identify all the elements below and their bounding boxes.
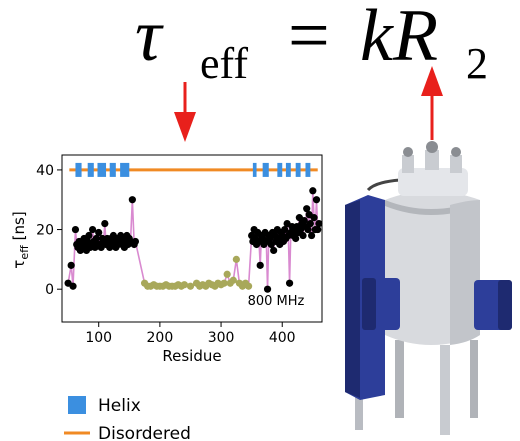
helix-block <box>262 162 269 177</box>
nmr-magnet <box>345 141 512 435</box>
arrow-up <box>421 66 443 140</box>
data-point <box>309 187 317 195</box>
data-point <box>131 237 140 246</box>
helix-block <box>305 162 311 177</box>
x-tick-label: 100 <box>85 330 112 346</box>
x-tick-label: 300 <box>208 330 235 346</box>
equation-equals: = <box>288 0 330 77</box>
y-axis-label: τeff [ns] <box>10 211 31 268</box>
legend-helix-swatch <box>68 396 86 414</box>
data-point <box>263 285 272 293</box>
equation-lhs: τ <box>135 0 164 77</box>
data-point <box>220 279 228 287</box>
y-label-unit: [ns] <box>10 211 28 240</box>
annotation: 800 MHz <box>248 294 305 309</box>
data-point <box>314 225 322 234</box>
data-point <box>270 246 278 255</box>
data-point <box>128 196 136 204</box>
data-point <box>232 255 240 263</box>
equation-rhs-sub: 2 <box>466 39 488 88</box>
data-point <box>88 225 97 234</box>
equation-rhs: kR <box>360 0 438 77</box>
helix-block <box>87 162 94 177</box>
data-point <box>92 234 100 243</box>
data-point <box>180 281 188 289</box>
data-point <box>312 196 321 204</box>
data-point <box>306 219 314 228</box>
y-label-sub: eff <box>18 245 31 260</box>
data-point <box>186 282 195 290</box>
plot-frame <box>61 154 323 323</box>
legend-helix-label: Helix <box>98 396 141 416</box>
helix-block <box>252 162 257 177</box>
y-tick-label: 40 <box>36 163 54 179</box>
x-axis-label: Residue <box>162 347 221 365</box>
data-point <box>300 217 308 225</box>
data-point <box>299 231 307 240</box>
y-tick-label: 0 <box>45 282 54 298</box>
data-point <box>292 234 300 243</box>
helix-block <box>75 162 82 177</box>
data-point <box>303 205 311 213</box>
helix-block <box>285 162 291 177</box>
arrow-down <box>174 82 196 142</box>
data-point <box>304 225 312 234</box>
data-point <box>223 270 231 278</box>
data-point <box>256 261 264 269</box>
data-point <box>315 219 323 228</box>
data-point <box>101 219 109 228</box>
helix-block <box>109 162 116 177</box>
data-point <box>310 214 318 222</box>
helix-block <box>120 162 130 177</box>
equation-lhs-sub: eff <box>200 39 248 88</box>
data-point <box>67 261 75 269</box>
data-point <box>308 231 316 240</box>
data-point <box>95 228 103 237</box>
data-point <box>281 225 289 234</box>
data-point <box>69 282 77 290</box>
y-label-symbol: τ <box>10 260 28 269</box>
x-tick-label: 400 <box>269 330 296 346</box>
y-tick-label: 20 <box>36 223 54 239</box>
legend-disordered-label: Disordered <box>98 424 191 441</box>
helix-block <box>295 162 301 177</box>
x-tick-label: 200 <box>147 330 174 346</box>
data-point <box>244 282 253 290</box>
helix-block <box>277 162 283 177</box>
data-point <box>71 225 80 234</box>
data-point <box>229 276 237 284</box>
helix-block <box>97 162 107 177</box>
data-point <box>85 231 93 240</box>
data-point <box>285 279 294 287</box>
